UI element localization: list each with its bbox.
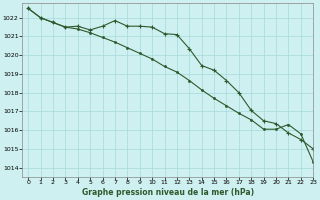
X-axis label: Graphe pression niveau de la mer (hPa): Graphe pression niveau de la mer (hPa) bbox=[82, 188, 254, 197]
